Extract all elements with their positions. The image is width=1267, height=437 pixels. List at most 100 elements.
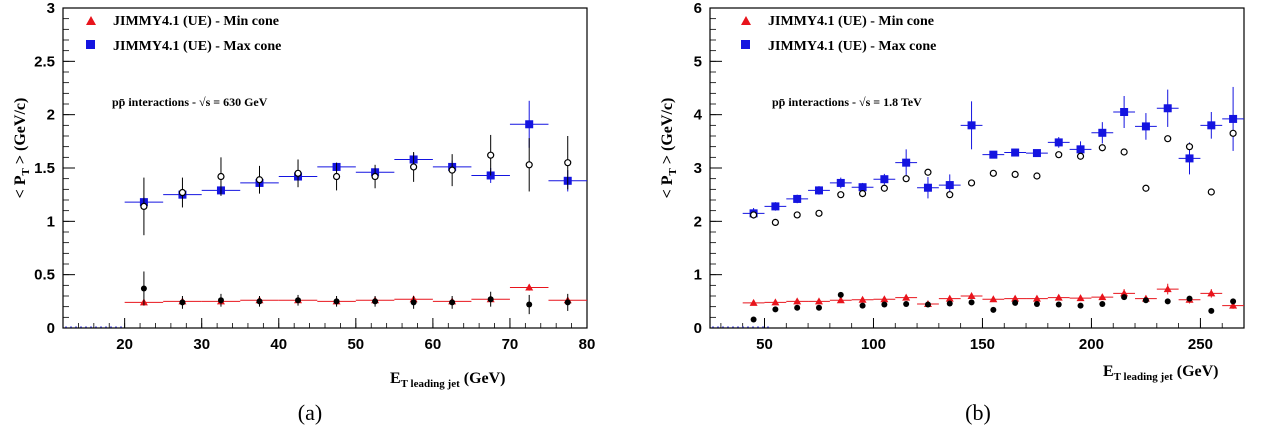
- data-point-square: [1098, 128, 1107, 137]
- data-point-square: [1120, 108, 1129, 116]
- data-point-filled-circle: [526, 301, 533, 308]
- data-point-square: [923, 183, 932, 192]
- data-point-open-circle: [880, 184, 888, 192]
- data-point-square: [1163, 104, 1172, 113]
- data-point-triangle: [945, 294, 954, 302]
- data-point-filled-circle: [1208, 307, 1215, 314]
- data-point-square: [771, 202, 780, 211]
- data-point-filled-circle: [968, 299, 975, 306]
- data-point-open-circle: [771, 218, 779, 226]
- data-point-filled-circle: [256, 298, 263, 305]
- data-point-triangle: [749, 298, 758, 306]
- x-tick-label: 200: [1079, 336, 1104, 353]
- x-tick-label: 100: [861, 336, 886, 353]
- data-point-filled-circle: [1099, 301, 1106, 307]
- series-open-circle: [749, 129, 1237, 226]
- data-point-square: [1076, 145, 1085, 154]
- data-point-open-circle: [1011, 170, 1019, 178]
- data-point-filled-circle: [1121, 294, 1128, 301]
- data-point-open-circle: [989, 169, 997, 177]
- legend-label-max-cone: JIMMY4.1 (UE) - Max cone: [768, 39, 936, 54]
- data-point-triangle: [902, 293, 911, 301]
- data-point-square: [1185, 154, 1194, 163]
- legend-marker-max-cone: [86, 40, 95, 49]
- data-point-square: [858, 183, 867, 192]
- data-point-filled-circle: [1055, 301, 1062, 308]
- data-point-filled-circle: [946, 300, 953, 307]
- legend-marker-min-cone: [86, 16, 96, 25]
- data-point-open-circle: [332, 172, 341, 181]
- chart-panel-b: 0 1 2 3 4 5 6 50 100 150 200 250 < PT > (GeV/c) ET le…: [659, 0, 1245, 383]
- legend-label-max-cone: JIMMY4.1 (UE) - Max cone: [113, 39, 281, 54]
- legend-label-min-cone: JIMMY4.1 (UE) - Min cone: [113, 14, 279, 29]
- data-point-open-circle: [902, 175, 910, 183]
- data-point-triangle: [1054, 293, 1063, 301]
- data-point-square: [1054, 138, 1063, 147]
- data-point-open-circle: [749, 211, 758, 219]
- data-point-open-circle: [1142, 184, 1150, 192]
- data-point-open-circle: [1076, 152, 1085, 160]
- data-point-filled-circle: [449, 299, 456, 306]
- data-point-square: [945, 181, 954, 190]
- data-point-open-circle: [1229, 129, 1237, 137]
- legend-marker-min-cone: [741, 16, 751, 25]
- data-point-open-circle: [217, 172, 225, 181]
- y-tick-label: 1: [694, 267, 702, 284]
- y-tick-label: 0: [47, 320, 55, 337]
- data-point-filled-circle: [794, 304, 801, 311]
- series-square: [124, 100, 587, 208]
- data-point-open-circle: [178, 188, 187, 197]
- data-point-square: [525, 120, 534, 129]
- data-point-filled-circle: [837, 291, 844, 298]
- data-point-triangle: [836, 296, 845, 304]
- data-point-filled-circle: [295, 297, 302, 304]
- data-point-triangle: [771, 298, 780, 306]
- legend-marker-max-cone: [741, 40, 750, 49]
- y-tick-label: 0.5: [34, 267, 55, 284]
- energy-annotation: pp̄ interactions - √s = 1.8 TeV: [772, 95, 922, 109]
- data-point-triangle: [880, 295, 889, 303]
- x-tick-label: 50: [347, 336, 364, 353]
- data-point-open-circle: [448, 166, 456, 174]
- x-tick-label: 150: [970, 336, 995, 353]
- data-point-filled-circle: [881, 301, 888, 308]
- plot-frame: [709, 7, 1245, 329]
- data-point-filled-circle: [1033, 301, 1040, 307]
- x-tick-label: 60: [425, 336, 442, 353]
- data-point-open-circle: [1033, 172, 1041, 180]
- data-point-open-circle: [924, 168, 932, 176]
- data-point-open-circle: [793, 211, 801, 219]
- series-open-circle: [140, 134, 572, 236]
- data-point-triangle: [525, 283, 534, 291]
- data-point-filled-circle: [487, 296, 494, 303]
- y-tick-label: 5: [694, 53, 702, 70]
- data-point-open-circle: [1207, 188, 1215, 196]
- data-point-triangle: [1011, 294, 1020, 302]
- data-point-filled-circle: [217, 297, 224, 304]
- legend: JIMMY4.1 (UE) - Min cone JIMMY4.1 (UE) - …: [86, 14, 281, 54]
- y-tick-label: 2: [47, 107, 55, 124]
- x-tick-label: 50: [756, 336, 773, 353]
- y-tick-label: 2.5: [34, 53, 55, 70]
- x-axis-label: ET leading jet (GeV): [390, 370, 506, 390]
- data-point-triangle: [793, 297, 802, 305]
- data-point-open-circle: [946, 191, 954, 199]
- data-point-triangle: [1229, 301, 1238, 309]
- x-tick-label: 250: [1188, 336, 1213, 353]
- data-point-filled-circle: [815, 304, 822, 311]
- y-tick-label: 3: [694, 160, 702, 177]
- data-point-open-circle: [1185, 143, 1194, 151]
- data-point-filled-circle: [333, 298, 340, 305]
- x-tick-label: 40: [270, 336, 287, 353]
- series-filled-circle: [140, 271, 571, 315]
- data-point-filled-circle: [1077, 302, 1084, 309]
- data-point-filled-circle: [772, 306, 779, 313]
- data-point-open-circle: [1055, 151, 1063, 159]
- data-point-triangle: [989, 295, 998, 303]
- data-point-square: [1011, 148, 1020, 157]
- y-tick-label: 1.5: [34, 160, 55, 177]
- x-axis-label: ET leading jet (GeV): [1103, 363, 1219, 383]
- data-point-square: [967, 121, 976, 130]
- data-point-filled-circle: [1012, 299, 1019, 306]
